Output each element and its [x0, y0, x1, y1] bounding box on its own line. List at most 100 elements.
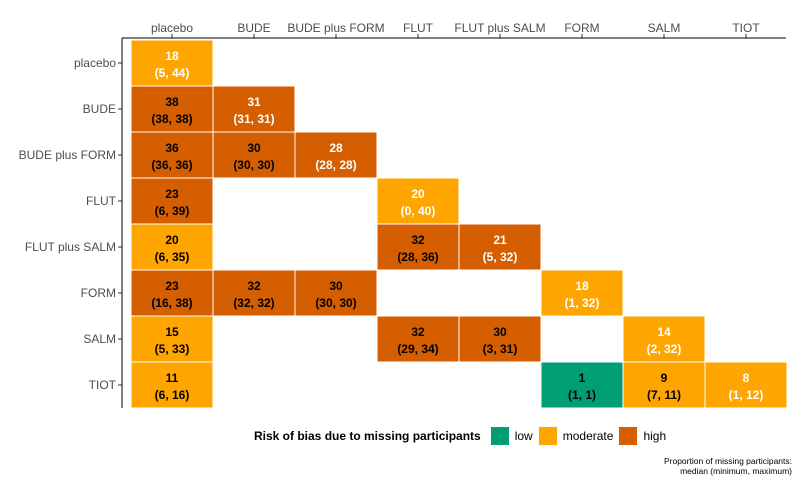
column-label-bude: BUDE: [237, 21, 270, 35]
heatmap-cell: 18 (1, 32): [540, 269, 624, 317]
cell-median-label: 18: [165, 49, 179, 63]
heatmap-cell: 20 (6, 35): [130, 223, 214, 271]
footnote: Proportion of missing participants: medi…: [492, 456, 792, 476]
cell-range-label: (32, 32): [233, 296, 274, 310]
cell-range-label: (5, 32): [483, 250, 518, 264]
row-label-flut: FLUT: [86, 194, 117, 208]
cell-median-label: 36: [165, 141, 179, 155]
heatmap-cell: 23 (6, 39): [130, 177, 214, 225]
cell-range-label: (36, 36): [151, 158, 192, 172]
cell-median-label: 9: [661, 371, 668, 385]
heatmap-cell: 15 (5, 33): [130, 315, 214, 363]
row-label-bude: BUDE: [83, 102, 116, 116]
cell-rect-high: [458, 315, 542, 363]
cell-range-label: (1, 12): [729, 388, 764, 402]
cell-rect-moderate: [130, 223, 214, 271]
cell-median-label: 32: [411, 233, 425, 247]
heatmap-cell: 32 (29, 34): [376, 315, 460, 363]
row-labels: placebo BUDE BUDE plus FORM FLUT FLUT plus S…: [19, 56, 122, 392]
column-label-placebo: placebo: [151, 21, 193, 35]
cell-range-label: (7, 11): [647, 388, 681, 402]
heatmap-cell: 30 (30, 30): [294, 269, 378, 317]
cell-median-label: 31: [247, 95, 261, 109]
column-labels: placebo BUDE BUDE plus FORM FLUT FLUT plus S…: [151, 21, 760, 38]
cell-median-label: 1: [579, 371, 586, 385]
cell-range-label: (5, 44): [155, 66, 190, 80]
cell-median-label: 30: [247, 141, 261, 155]
cell-median-label: 28: [329, 141, 343, 155]
cell-range-label: (38, 38): [151, 112, 192, 126]
row-label-placebo: placebo: [74, 56, 116, 70]
cell-median-label: 30: [329, 279, 343, 293]
cell-median-label: 18: [575, 279, 589, 293]
cell-rect-moderate: [622, 315, 706, 363]
cell-rect-high: [294, 131, 378, 179]
cell-median-label: 21: [493, 233, 507, 247]
cell-rect-moderate: [540, 269, 624, 317]
heatmap-cell: 9 (7, 11): [622, 361, 706, 409]
cell-range-label: (30, 30): [233, 158, 274, 172]
legend-item-moderate: moderate: [538, 427, 614, 445]
cell-range-label: (3, 31): [483, 342, 518, 356]
heatmap-cell: 20 (0, 40): [376, 177, 460, 225]
cell-range-label: (1, 32): [565, 296, 600, 310]
cell-range-label: (16, 38): [151, 296, 192, 310]
cell-rect-moderate: [622, 361, 706, 409]
cell-range-label: (1, 1): [568, 388, 596, 402]
cell-median-label: 30: [493, 325, 507, 339]
heatmap-cell: 28 (28, 28): [294, 131, 378, 179]
cell-median-label: 23: [165, 187, 179, 201]
heatmap-cell: 30 (30, 30): [212, 131, 296, 179]
heatmap-cell: 31 (31, 31): [212, 85, 296, 133]
cell-range-label: (30, 30): [315, 296, 356, 310]
footnote-line-1: Proportion of missing participants:: [663, 456, 792, 466]
heatmap-cell: 18 (5, 44): [130, 39, 214, 87]
heatmap-cell: 8 (1, 12): [704, 361, 788, 409]
heatmap-cell: 11 (6, 16): [130, 361, 214, 409]
cell-range-label: (6, 16): [155, 388, 190, 402]
heatmap-cells: 18(5, 44)38(38, 38)31(31, 31)36(36, 36)3…: [130, 39, 788, 409]
row-label-salm: SALM: [83, 332, 116, 346]
cell-range-label: (5, 33): [155, 342, 190, 356]
cell-rect-high: [130, 269, 214, 317]
cell-rect-high: [376, 223, 460, 271]
row-label-form: FORM: [81, 286, 116, 300]
heatmap-cell: 36 (36, 36): [130, 131, 214, 179]
cell-rect-high: [376, 315, 460, 363]
cell-median-label: 11: [166, 371, 179, 385]
cell-median-label: 8: [743, 371, 750, 385]
column-label-tiot: TIOT: [732, 21, 760, 35]
cell-median-label: 23: [165, 279, 179, 293]
cell-median-label: 14: [657, 325, 671, 339]
cell-rect-high: [294, 269, 378, 317]
cell-range-label: (31, 31): [233, 112, 274, 126]
row-label-bude-plus-form: BUDE plus FORM: [19, 148, 116, 162]
column-label-salm: SALM: [648, 21, 681, 35]
cell-median-label: 15: [165, 325, 179, 339]
heatmap-cell: 30 (3, 31): [458, 315, 542, 363]
heatmap-cell: 23 (16, 38): [130, 269, 214, 317]
heatmap-cell: 14 (2, 32): [622, 315, 706, 363]
column-label-flut: FLUT: [403, 21, 434, 35]
legend-swatch-moderate: [538, 427, 557, 445]
legend-swatch-low: [490, 427, 509, 445]
cell-rect-high: [458, 223, 542, 271]
legend-item-low: low: [490, 427, 533, 445]
legend-label-moderate: moderate: [562, 429, 614, 443]
cell-median-label: 32: [411, 325, 425, 339]
cell-median-label: 32: [247, 279, 261, 293]
cell-median-label: 38: [165, 95, 179, 109]
legend-swatch-high: [619, 427, 638, 445]
heatmap-cell: 32 (32, 32): [212, 269, 296, 317]
cell-rect-low: [540, 361, 624, 409]
heatmap-cell: 32 (28, 36): [376, 223, 460, 271]
cell-range-label: (0, 40): [401, 204, 436, 218]
column-label-form: FORM: [564, 21, 599, 35]
cell-rect-high: [130, 177, 214, 225]
cell-range-label: (2, 32): [647, 342, 682, 356]
cell-range-label: (29, 34): [397, 342, 438, 356]
cell-rect-moderate: [130, 361, 214, 409]
legend-title: Risk of bias due to missing participants: [254, 429, 481, 443]
cell-range-label: (28, 28): [315, 158, 356, 172]
cell-range-label: (6, 35): [155, 250, 190, 264]
